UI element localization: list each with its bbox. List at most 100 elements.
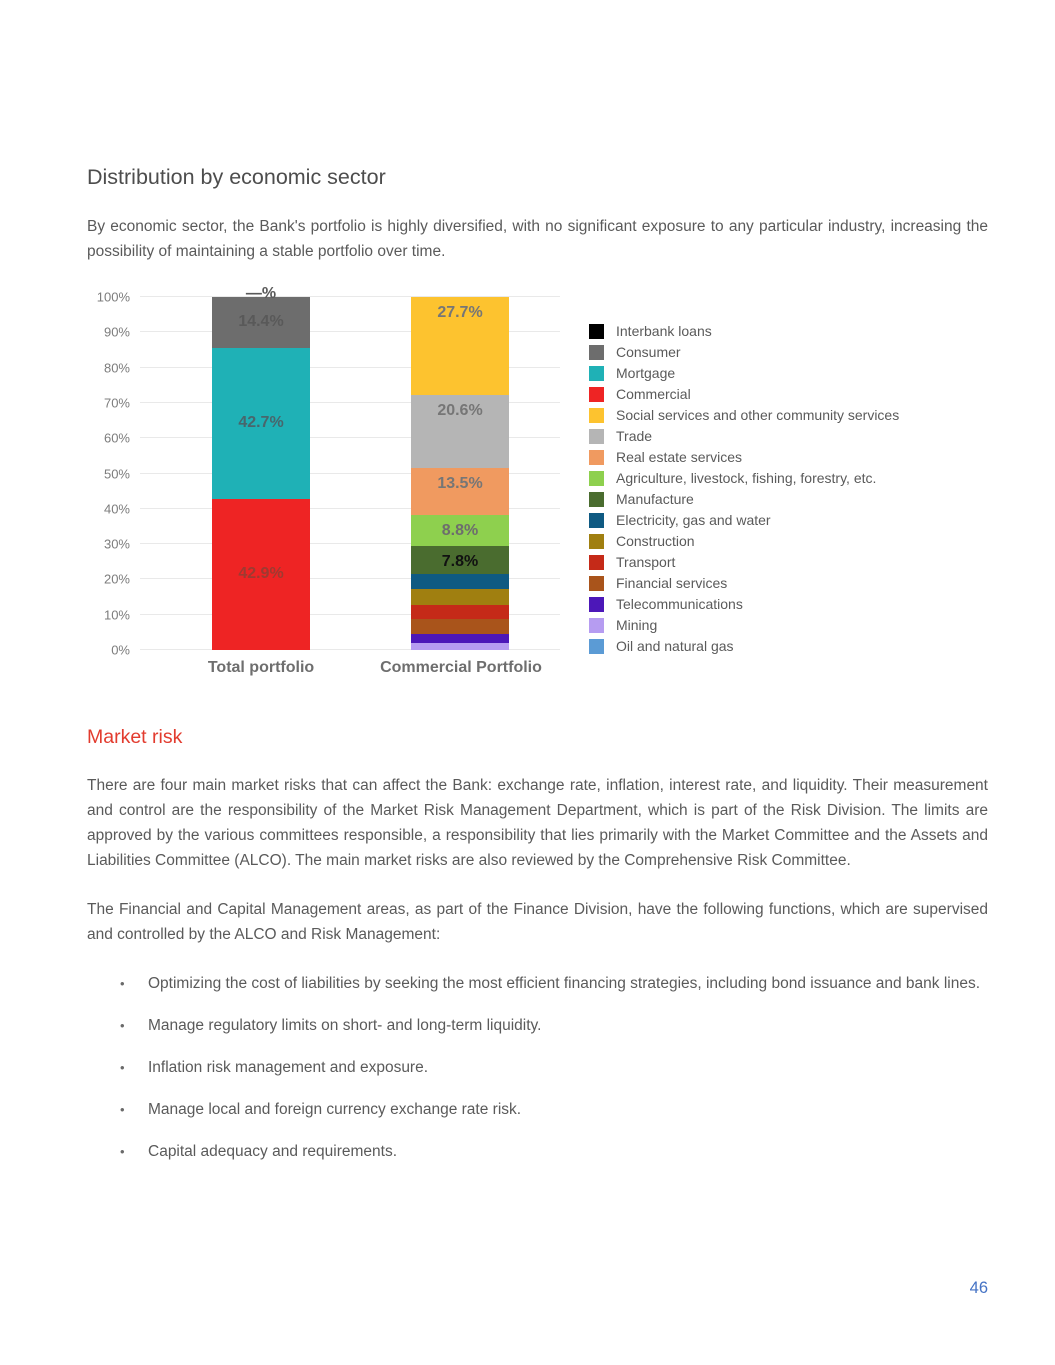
bar-segment: 20.6%	[411, 394, 509, 468]
bar-segment	[411, 588, 509, 605]
section-title-distribution: Distribution by economic sector	[87, 165, 386, 189]
legend-label: Electricity, gas and water	[616, 512, 771, 528]
legend-swatch	[589, 555, 604, 571]
legend-swatch	[589, 387, 604, 403]
legend-swatch	[589, 429, 604, 445]
bar-segment-label: 8.8%	[441, 522, 479, 540]
legend-label: Mortgage	[616, 365, 676, 381]
legend-item: Mining	[589, 617, 899, 634]
legend-label: Real estate services	[616, 449, 743, 465]
bullet-item: Manage local and foreign currency exchan…	[87, 1097, 988, 1122]
legend-label: Mining	[616, 617, 658, 633]
bar-segment: 14.4%	[212, 297, 310, 348]
bar-segment	[411, 604, 509, 620]
legend-item: Consumer	[589, 344, 899, 361]
legend-swatch	[589, 324, 604, 340]
y-tick-label: 50%	[103, 466, 130, 481]
legend-item: Transport	[589, 554, 899, 571]
y-tick-label: 30%	[103, 536, 130, 552]
bar-segment-label: 14.4%	[238, 313, 284, 331]
stacked-bar: 42.9% 42.7% 14.4% —%	[212, 285, 310, 650]
chart-x-axis: Total portfolio Commercial Portfolio	[140, 650, 560, 682]
legend-label: Trade	[616, 428, 653, 444]
y-tick-label: 100%	[96, 289, 130, 305]
x-axis-category-label: Commercial Portfolio	[380, 659, 542, 676]
bar-segment-label: 42.9%	[238, 565, 284, 583]
legend-swatch	[589, 471, 604, 487]
bar-segment-label: 27.7%	[437, 304, 483, 322]
bullet-item: Capital adequacy and requirements.	[87, 1139, 988, 1164]
y-tick-label: 10%	[103, 607, 130, 623]
gridline	[140, 472, 560, 474]
x-axis-category-label: Total portfolio	[207, 659, 315, 676]
bar-segment-label: 20.6%	[437, 401, 483, 419]
chart-plot-column: 42.9% 42.7% 14.4% —% 7.8% 8.8% 13.5% 20.6% 27.7%…	[140, 285, 560, 682]
legend-item: Oil and natural gas	[589, 638, 899, 655]
y-tick-label: 40%	[103, 501, 130, 517]
legend-item: Construction	[589, 533, 899, 550]
gridline	[140, 296, 560, 297]
bar-segment	[411, 619, 509, 635]
legend-label: Agriculture, livestock, fishing, forestr…	[616, 470, 877, 486]
bar-segment: 8.8%	[411, 515, 509, 547]
legend-item: Trade	[589, 428, 899, 445]
bar-segment: 7.8%	[411, 546, 509, 574]
legend-swatch	[589, 513, 604, 529]
gridline	[140, 613, 560, 615]
legend-swatch	[589, 492, 604, 508]
bar-segment: 42.7%	[212, 347, 310, 499]
stacked-bar: 7.8% 8.8% 13.5% 20.6% 27.7%	[411, 297, 509, 650]
bar-segment: 42.9%	[212, 498, 310, 650]
bar-segment: 27.7%	[411, 297, 509, 395]
gridline	[140, 507, 560, 509]
bar-segment-label: 42.7%	[238, 414, 284, 432]
legend-label: Commercial	[616, 386, 691, 402]
legend-item: Social services and other community serv…	[589, 407, 899, 424]
y-tick-label: 80%	[103, 360, 130, 376]
bar-segment	[411, 573, 509, 589]
legend-swatch	[589, 450, 604, 466]
page-number: 46	[969, 1279, 988, 1297]
legend-swatch	[589, 597, 604, 613]
legend-item: Telecommunications	[589, 596, 899, 613]
distribution-paragraph: By economic sector, the Bank's portfolio…	[87, 218, 988, 260]
legend-label: Interbank loans	[616, 323, 712, 339]
legend-item: Interbank loans	[589, 323, 899, 340]
legend-label: Transport	[616, 554, 676, 570]
market-risk-paragraph-2: The Financial and Capital Management are…	[87, 901, 988, 943]
bullet-item: Manage regulatory limits on short- and l…	[87, 1013, 988, 1038]
economic-sector-chart: 0% 10% 20% 30% 40% 50% 60% 70% 80% 90% 100% 42.9% 4…	[87, 285, 988, 682]
bar-segment	[411, 643, 509, 650]
legend-item: Electricity, gas and water	[589, 512, 899, 529]
legend-label: Consumer	[616, 344, 681, 360]
market-risk-bullet-list: Optimizing the cost of liabilities by se…	[87, 971, 988, 1164]
y-tick-label: 20%	[103, 571, 130, 587]
gridline	[140, 401, 560, 403]
legend-label: Manufacture	[616, 491, 694, 507]
legend-label: Financial services	[616, 575, 728, 591]
legend-item: Real estate services	[589, 449, 899, 466]
legend-swatch	[589, 345, 604, 361]
bullet-item: Inflation risk management and exposure.	[87, 1055, 988, 1080]
y-tick-label: 70%	[103, 395, 130, 411]
legend-swatch	[589, 408, 604, 424]
bar-segment	[411, 634, 509, 644]
legend-item: Financial services	[589, 575, 899, 592]
gridline	[140, 649, 560, 650]
chart-y-axis: 0% 10% 20% 30% 40% 50% 60% 70% 80% 90% 100%	[87, 290, 140, 658]
gridline	[140, 578, 560, 580]
legend-item: Mortgage	[589, 365, 899, 382]
bar-segment-label: —%	[245, 284, 277, 302]
y-tick-label: 0%	[111, 642, 130, 658]
legend-item: Agriculture, livestock, fishing, forestr…	[589, 470, 899, 487]
market-risk-paragraph-1: There are four main market risks that ca…	[87, 777, 988, 869]
gridline	[140, 437, 560, 439]
y-tick-label: 60%	[103, 430, 130, 446]
y-tick-label: 90%	[103, 324, 130, 340]
gridline	[140, 331, 560, 333]
legend-item: Manufacture	[589, 491, 899, 508]
legend-swatch	[589, 618, 604, 634]
gridline	[140, 366, 560, 368]
chart-legend: Interbank loans Consumer Mortgage Commercia…	[589, 297, 899, 682]
